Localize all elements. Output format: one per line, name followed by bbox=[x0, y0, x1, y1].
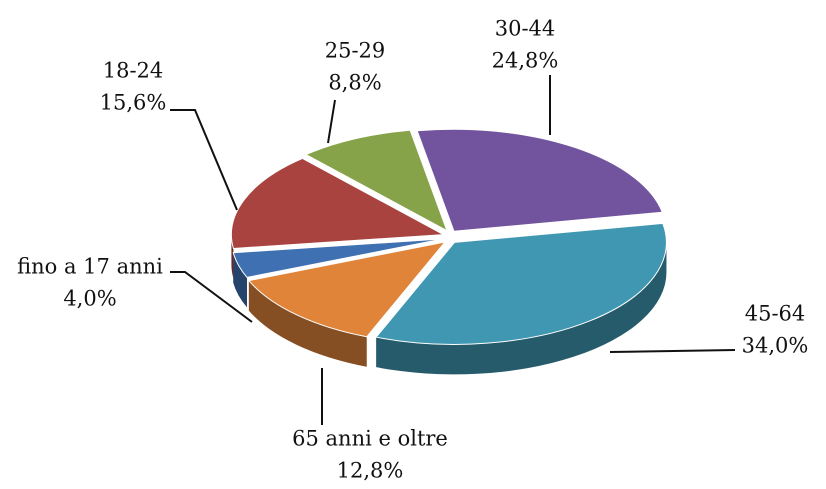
category-label: fino a 17 anni bbox=[17, 255, 163, 279]
value-label: 24,8% bbox=[492, 49, 559, 73]
value-label: 34,0% bbox=[742, 334, 809, 358]
category-label: 18-24 bbox=[103, 59, 164, 83]
leader-line bbox=[609, 349, 736, 353]
category-label: 25-29 bbox=[325, 39, 386, 63]
category-label: 30-44 bbox=[495, 17, 556, 41]
slice bbox=[231, 157, 446, 250]
slice bbox=[375, 222, 667, 345]
leader-line bbox=[170, 109, 238, 211]
slice-side bbox=[248, 280, 367, 367]
slice bbox=[304, 129, 448, 232]
value-label: 15,6% bbox=[100, 91, 167, 115]
leader-line bbox=[170, 271, 253, 323]
slice-side bbox=[376, 242, 667, 375]
leader-line bbox=[327, 99, 336, 144]
value-label: 12,8% bbox=[337, 459, 404, 483]
value-label: 4,0% bbox=[63, 287, 116, 311]
slice-side bbox=[233, 252, 248, 308]
value-label: 8,8% bbox=[328, 71, 381, 95]
slice-side bbox=[231, 234, 234, 279]
category-label: 45-64 bbox=[745, 302, 806, 326]
category-label: 65 anni e oltre bbox=[292, 427, 448, 451]
slice bbox=[232, 238, 444, 278]
slice bbox=[416, 128, 663, 232]
slice bbox=[247, 241, 447, 338]
